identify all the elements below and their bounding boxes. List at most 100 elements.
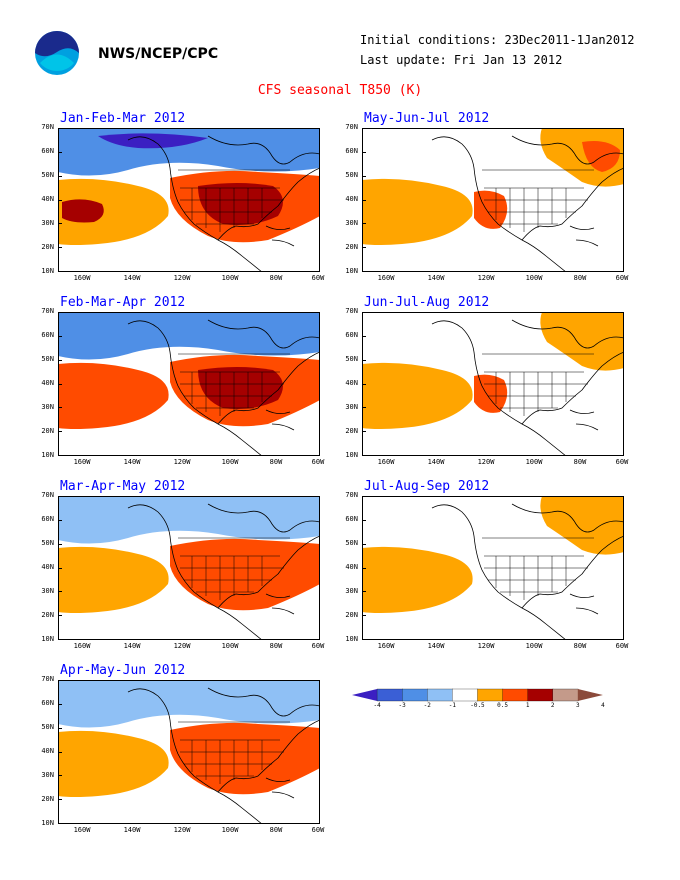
anomaly-region-northeast-pos <box>540 312 624 371</box>
lon-label: 80W <box>573 458 587 466</box>
anomaly-region-conus-core-pos <box>198 367 283 409</box>
coastline <box>127 319 320 456</box>
map-canvas <box>362 128 624 272</box>
lon-label: 80W <box>269 458 283 466</box>
lat-label: 20N <box>345 427 358 435</box>
lon-label: 160W <box>73 642 91 650</box>
anomaly-region-pacific-subtropical-pos <box>362 546 473 613</box>
colorbar-label: 1 <box>525 702 530 709</box>
lat-label: 30N <box>345 587 358 595</box>
lon-label: 80W <box>269 642 283 650</box>
lat-label: 70N <box>41 491 54 499</box>
lat-label: 20N <box>345 611 358 619</box>
colorbar-label: 4 <box>601 702 605 709</box>
lat-label: 20N <box>345 243 358 251</box>
anomaly-region-pacific-subtropical-pos <box>362 178 473 245</box>
map-panel-apr-may-jun-2012 <box>58 680 320 824</box>
lat-label: 50N <box>41 171 54 179</box>
noaa-logo <box>35 31 79 75</box>
lon-label: 80W <box>573 274 587 282</box>
lon-label: 140W <box>427 458 445 466</box>
colorbar-label: -1 <box>448 702 456 709</box>
map-panel-jan-feb-mar-2012 <box>58 128 320 272</box>
panel-title-jul-aug-sep-2012: Jul-Aug-Sep 2012 <box>364 479 490 494</box>
lat-label: 40N <box>41 195 54 203</box>
anomaly-region-northern-band-neg <box>58 312 320 360</box>
lat-label: 10N <box>41 635 54 643</box>
lon-label: 60W <box>311 274 325 282</box>
colorbar-segment <box>477 688 504 702</box>
anomaly-region-northeast-pos <box>540 496 624 555</box>
lon-label: 100W <box>525 458 543 466</box>
lon-label: 140W <box>123 642 141 650</box>
lon-label: 160W <box>377 274 395 282</box>
lat-label: 10N <box>345 635 358 643</box>
anomaly-region-northern-band-neg <box>58 680 320 728</box>
colorbar-label: 3 <box>576 702 580 709</box>
lon-label: 100W <box>525 642 543 650</box>
lon-label: 120W <box>173 642 191 650</box>
lon-label: 160W <box>73 274 91 282</box>
lat-label: 30N <box>345 219 358 227</box>
coastline <box>431 503 624 640</box>
lat-label: 40N <box>41 563 54 571</box>
anomaly-region-north-atlantic-pos <box>582 141 620 172</box>
lon-label: 100W <box>221 274 239 282</box>
colorbar-label: -0.5 <box>470 702 485 709</box>
lat-label: 30N <box>41 403 54 411</box>
map-canvas <box>58 312 320 456</box>
lat-label: 30N <box>41 587 54 595</box>
lon-label: 140W <box>123 826 141 834</box>
lat-label: 60N <box>41 147 54 155</box>
coastline <box>127 135 320 272</box>
lat-label: 40N <box>345 379 358 387</box>
colorbar-label: -3 <box>398 702 406 709</box>
lat-label: 40N <box>41 747 54 755</box>
colorbar-label: -2 <box>423 702 431 709</box>
colorbar-label: -4 <box>373 702 381 709</box>
panel-title-jun-jul-aug-2012: Jun-Jul-Aug 2012 <box>364 295 490 310</box>
panel-title-may-jun-jul-2012: May-Jun-Jul 2012 <box>364 111 490 126</box>
lon-label: 60W <box>311 458 325 466</box>
lat-label: 30N <box>41 219 54 227</box>
colorbar-arrow-left <box>352 689 378 701</box>
political-boundaries <box>482 537 594 600</box>
colorbar-segment <box>427 688 454 702</box>
map-panel-mar-apr-may-2012 <box>58 496 320 640</box>
lon-label: 120W <box>477 274 495 282</box>
lat-label: 20N <box>41 427 54 435</box>
lat-label: 40N <box>345 195 358 203</box>
lat-label: 70N <box>345 123 358 131</box>
lat-label: 20N <box>41 795 54 803</box>
lon-label: 160W <box>377 458 395 466</box>
political-boundaries <box>482 353 594 416</box>
lat-label: 30N <box>41 771 54 779</box>
anomaly-region-conus-pos <box>170 538 320 611</box>
map-panel-jun-jul-aug-2012 <box>362 312 624 456</box>
lon-label: 100W <box>221 642 239 650</box>
map-panel-feb-mar-apr-2012 <box>58 312 320 456</box>
lat-label: 20N <box>41 243 54 251</box>
panel-title-mar-apr-may-2012: Mar-Apr-May 2012 <box>60 479 186 494</box>
lon-label: 140W <box>123 458 141 466</box>
colorbar-segment <box>552 688 579 702</box>
lon-label: 120W <box>173 274 191 282</box>
political-boundaries <box>178 721 290 784</box>
colorbar-segment <box>402 688 428 702</box>
panel-title-apr-may-jun-2012: Apr-May-Jun 2012 <box>60 663 186 678</box>
agency-label: NWS/NCEP/CPC <box>98 46 219 62</box>
color-scale-bar <box>352 688 603 702</box>
lon-label: 100W <box>221 458 239 466</box>
lat-label: 50N <box>345 539 358 547</box>
lat-label: 10N <box>41 819 54 827</box>
lon-label: 160W <box>377 642 395 650</box>
anomaly-region-pacific-subtropical-pos <box>58 730 169 797</box>
lon-label: 160W <box>73 826 91 834</box>
lat-label: 50N <box>41 355 54 363</box>
lat-label: 10N <box>41 267 54 275</box>
anomaly-region-conus-pos <box>170 722 320 795</box>
map-panel-may-jun-jul-2012 <box>362 128 624 272</box>
color-scale-labels: -4 -3 -2 -1 -0.5 0.5 1 2 3 4 <box>352 702 628 712</box>
anomaly-region-southwest-pos <box>474 374 508 413</box>
lat-label: 70N <box>41 307 54 315</box>
